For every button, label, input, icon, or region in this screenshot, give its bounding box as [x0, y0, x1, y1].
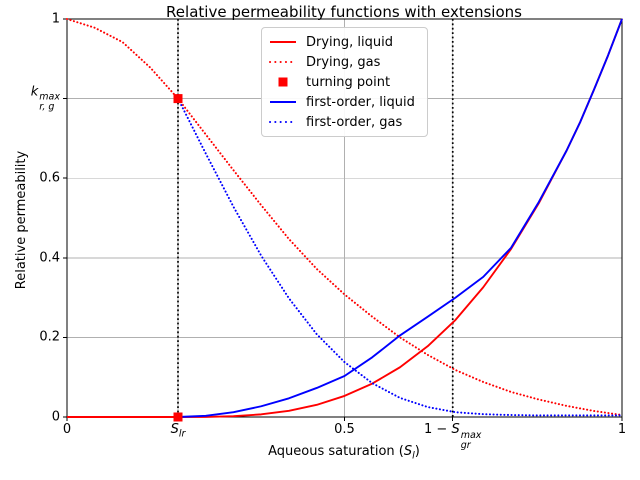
legend-label: first-order, liquid — [306, 94, 415, 110]
series-first-order-liquid — [177, 18, 623, 418]
legend-sample-solid-icon — [270, 41, 296, 43]
legend-label: Drying, liquid — [306, 34, 393, 50]
y-tick-label: 0.2 — [39, 329, 60, 345]
legend-entry-first-order-gas: first-order, gas — [269, 115, 420, 130]
legend-entry-first-order-liquid: first-order, liquid — [269, 95, 420, 110]
legend-sample-dotted-icon — [269, 61, 297, 63]
x-tick-label: 0 — [62, 422, 72, 437]
legend-label: first-order, gas — [306, 114, 403, 130]
marker-turning-point — [173, 94, 183, 104]
y-axis-tick-labels: 0 0.2 0.4 0.6 k max r, g 1 — [0, 0, 60, 480]
x-axis-label: Aqueous saturation (Sl) — [268, 444, 420, 462]
chart-title: Relative permeability functions with ext… — [166, 3, 522, 21]
legend-sample-solid-icon — [270, 101, 296, 103]
legend-entry-drying-gas: Drying, gas — [269, 55, 420, 70]
y-tick-label: 0.4 — [39, 250, 60, 266]
series-drying-gas — [66, 18, 623, 417]
legend-sample-square-marker-icon — [278, 77, 288, 87]
y-tick-label: k max r, g — [30, 84, 60, 113]
x-tick-label: 1 — [617, 422, 627, 437]
legend-label: Drying, gas — [306, 54, 381, 70]
y-tick-label: 0 — [51, 409, 60, 425]
y-tick-label: 1 — [51, 11, 60, 27]
legend-entry-turning-point: turning point — [269, 75, 420, 90]
x-tick-label: Slr — [170, 422, 186, 440]
legend: Drying, liquid Drying, gas turning point fi… — [261, 27, 428, 137]
legend-label: turning point — [306, 74, 391, 90]
y-tick-label: 0.6 — [39, 170, 60, 186]
marker-turning-point — [173, 412, 183, 422]
x-tick-label: 0.5 — [334, 422, 355, 437]
series-first-order-gas — [177, 97, 623, 417]
legend-entry-drying-liquid: Drying, liquid — [269, 35, 420, 50]
legend-sample-dotted-icon — [269, 121, 297, 123]
